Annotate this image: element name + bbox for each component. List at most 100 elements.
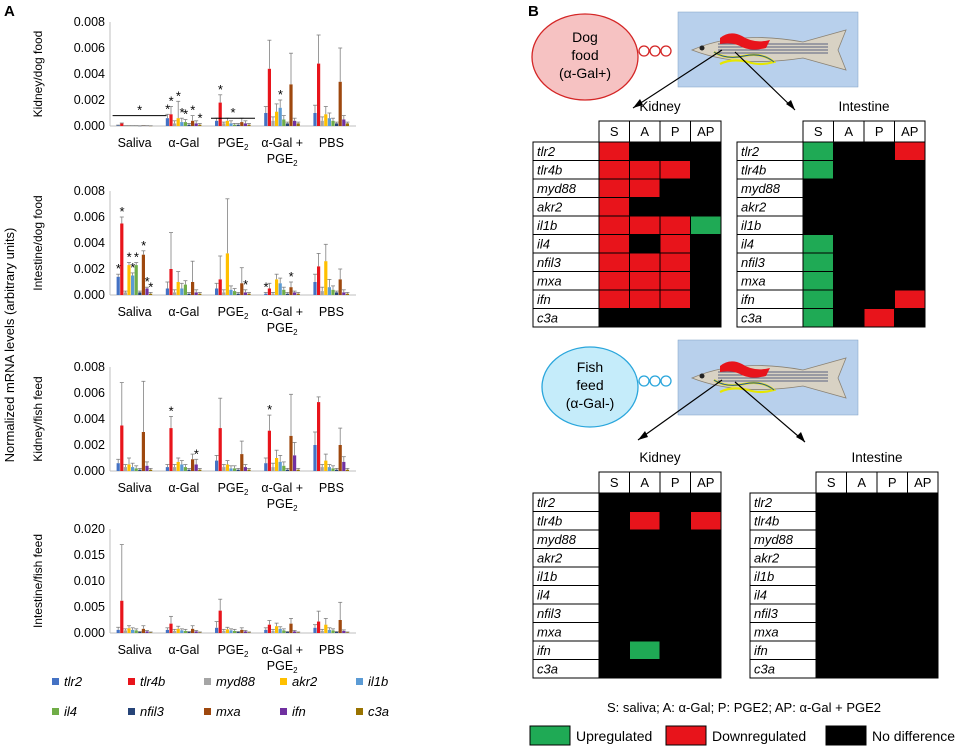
- significance-star: *: [119, 204, 124, 219]
- row-label-il1b: il1b: [537, 569, 557, 584]
- expression-cell: [894, 289, 926, 309]
- expression-cell: [659, 622, 691, 642]
- bar-mxa: [289, 435, 293, 471]
- y-tick-label: 0.005: [74, 600, 105, 614]
- expression-cell: [659, 234, 691, 254]
- expression-cell: [846, 640, 878, 660]
- row-label-tlr2: tlr2: [537, 495, 556, 510]
- bar-tlr2: [215, 627, 219, 633]
- bar-mxa: [338, 620, 342, 633]
- expression-cell: [659, 289, 691, 309]
- bar-tlr4b: [267, 68, 271, 126]
- legend-swatch-akr2: [280, 678, 287, 685]
- bar-il1b: [278, 283, 282, 295]
- expression-cell: [629, 197, 661, 217]
- legend-item-label: Downregulated: [712, 728, 806, 744]
- bar-ifn: [243, 467, 247, 471]
- y-tick-label: 0.002: [74, 262, 105, 276]
- row-label-myd88: myd88: [741, 181, 781, 196]
- expression-cell: [629, 548, 661, 568]
- bar-ifn: [243, 631, 247, 633]
- expression-cell: [815, 492, 847, 512]
- bar-nfil3: [285, 123, 289, 126]
- bar-nfil3: [236, 124, 240, 126]
- expression-cell: [863, 289, 895, 309]
- expression-cell: [815, 622, 847, 642]
- legend-swatch-nfil3: [128, 708, 135, 715]
- bar-akr2: [225, 629, 229, 633]
- expression-cell: [833, 178, 865, 198]
- bar-tlr2: [116, 276, 120, 295]
- bar-tlr2: [264, 463, 268, 471]
- category-label: Saliva: [118, 643, 152, 657]
- row-label-mxa: mxa: [537, 274, 562, 289]
- bubble-ellipse: [531, 13, 639, 101]
- bar-c3a: [198, 469, 202, 471]
- bar-il1b: [327, 467, 331, 471]
- bar-c3a: [198, 293, 202, 295]
- category-label: PGE2: [218, 481, 249, 497]
- subscript: 2: [293, 328, 298, 337]
- expression-cell: [690, 640, 722, 660]
- category-label: PGE2: [218, 643, 249, 659]
- zebrafish-image: [677, 339, 859, 416]
- bubble-text-line: (α-Gal+): [559, 65, 611, 81]
- bar-il1b: [327, 118, 331, 126]
- column-header-S: S: [610, 475, 619, 490]
- row-label-ifn: ifn: [741, 292, 755, 307]
- expression-cell: [863, 197, 895, 217]
- category-label: α-Gal: [168, 481, 199, 495]
- bar-c3a: [149, 632, 153, 633]
- bar-ifn: [145, 465, 149, 471]
- y-tick-label: 0.006: [74, 41, 105, 55]
- bar-akr2: [324, 624, 328, 633]
- expression-cell: [629, 215, 661, 235]
- expression-cell: [598, 492, 630, 512]
- bar-il4: [331, 630, 335, 633]
- bar-c3a: [247, 293, 251, 295]
- bar-mxa: [191, 282, 195, 295]
- bar-il1b: [278, 628, 282, 633]
- legend-swatch: [529, 725, 571, 746]
- bar-nfil3: [187, 469, 191, 471]
- expression-cell: [629, 585, 661, 605]
- column-header-P: P: [671, 475, 680, 490]
- expression-cell: [690, 492, 722, 512]
- bar-c3a: [198, 124, 202, 126]
- expression-cell: [907, 585, 939, 605]
- bar-tlr4b: [120, 123, 124, 126]
- row-label-tlr2: tlr2: [741, 144, 760, 159]
- bar-akr2: [225, 120, 229, 126]
- legend-swatch-ifn: [280, 708, 287, 715]
- legend-label-c3a: c3a: [368, 704, 389, 719]
- expression-cell: [894, 215, 926, 235]
- row-label-c3a: c3a: [537, 311, 558, 326]
- expression-cell: [907, 603, 939, 623]
- significance-star: *: [176, 88, 181, 103]
- bar-myd88: [222, 630, 226, 633]
- bar-mxa: [191, 120, 195, 126]
- expression-cell: [863, 252, 895, 272]
- expression-cell: [846, 529, 878, 549]
- bar-tlr4b: [218, 610, 222, 633]
- legend-label-il4: il4: [64, 704, 77, 719]
- bar-il4: [134, 468, 138, 471]
- row-label-nfil3: nfil3: [537, 255, 562, 270]
- expression-cell: [598, 585, 630, 605]
- category-label: α-Gal: [168, 305, 199, 319]
- expression-cell: [833, 271, 865, 291]
- expression-cell: [598, 603, 630, 623]
- bar-tlr4b: [218, 279, 222, 295]
- column-header-S: S: [610, 124, 619, 139]
- bar-il1b: [229, 630, 233, 633]
- bar-mxa: [289, 287, 293, 295]
- row-label-tlr4b: tlr4b: [537, 163, 562, 178]
- expression-cell: [690, 160, 722, 180]
- y-tick-label: 0.015: [74, 548, 105, 562]
- expression-cell: [598, 640, 630, 660]
- bar-mxa: [289, 623, 293, 633]
- bar-mxa: [191, 628, 195, 633]
- expression-cell: [894, 160, 926, 180]
- expression-cell: [598, 271, 630, 291]
- column-header-S: S: [827, 475, 836, 490]
